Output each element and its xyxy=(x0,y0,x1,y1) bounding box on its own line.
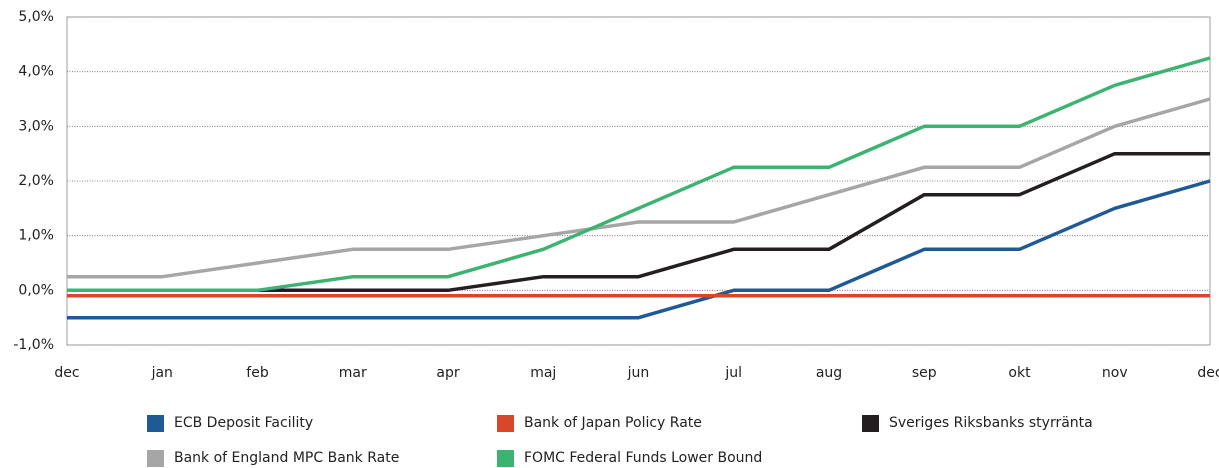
legend-swatch xyxy=(497,450,514,467)
x-tick-label: jun xyxy=(627,365,650,381)
legend-swatch xyxy=(147,415,164,432)
y-tick-label: 5,0% xyxy=(18,9,54,25)
series-line xyxy=(67,97,1211,279)
x-tick-label: sep xyxy=(912,365,937,381)
x-tick-label: jan xyxy=(151,365,173,381)
legend-swatch xyxy=(147,450,164,467)
legend-label: ECB Deposit Facility xyxy=(174,415,313,431)
legend-label: Sveriges Riksbanks styrränta xyxy=(889,415,1093,431)
series-line xyxy=(67,56,1211,293)
x-tick-label: dec xyxy=(1197,365,1219,381)
x-tick-label: okt xyxy=(1008,365,1031,381)
y-tick-label: 4,0% xyxy=(18,64,54,80)
y-tick-label: 0,0% xyxy=(18,282,54,298)
legend-label: Bank of Japan Policy Rate xyxy=(524,415,702,431)
x-tick-label: apr xyxy=(436,365,459,381)
x-tick-label: aug xyxy=(816,365,842,381)
x-tick-label: dec xyxy=(54,365,79,381)
y-tick-label: -1,0% xyxy=(13,337,54,353)
x-tick-label: jul xyxy=(724,365,742,381)
x-tick-label: mar xyxy=(339,365,367,381)
x-tick-label: feb xyxy=(246,365,269,381)
x-tick-label: maj xyxy=(530,365,556,381)
legend-label: FOMC Federal Funds Lower Bound xyxy=(524,450,762,466)
x-tick-label: nov xyxy=(1102,365,1128,381)
legend-swatch xyxy=(497,415,514,432)
legend-swatch xyxy=(862,415,879,432)
series-line xyxy=(67,179,1211,320)
legend-label: Bank of England MPC Bank Rate xyxy=(174,450,399,466)
y-tick-label: 1,0% xyxy=(18,228,54,244)
y-tick-label: 2,0% xyxy=(18,173,54,189)
y-tick-label: 3,0% xyxy=(18,118,54,134)
